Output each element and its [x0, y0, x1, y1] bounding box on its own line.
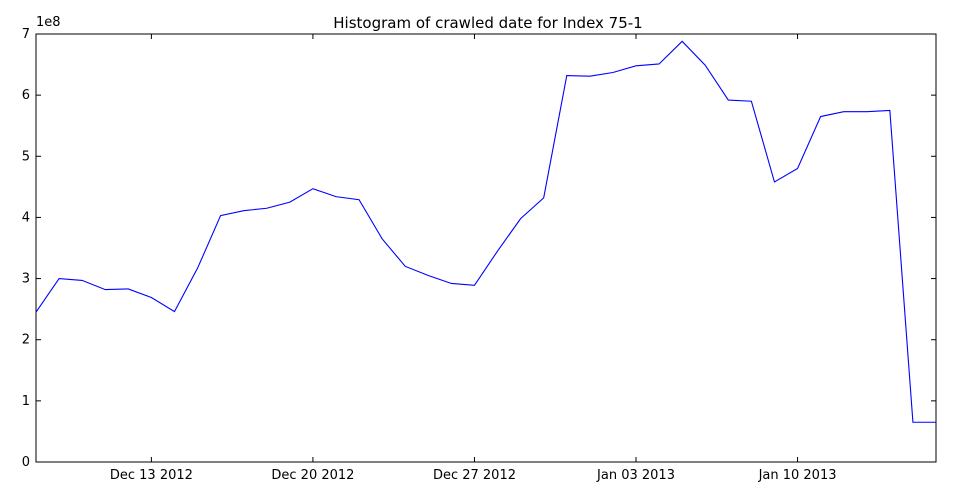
y-tick-label: 0 [22, 455, 30, 470]
x-tick-label: Jan 10 2013 [758, 468, 837, 483]
y-axis: 0 1 2 3 4 5 6 7 [22, 27, 936, 470]
y-tick-label: 3 [22, 272, 30, 287]
y-tick-label: 4 [22, 210, 30, 225]
x-tick-label: Dec 20 2012 [271, 468, 354, 483]
y-tick-label: 7 [22, 27, 30, 42]
series-layer [35, 40, 936, 423]
series-line [35, 40, 936, 423]
y-axis-multiplier: 1e8 [36, 15, 61, 30]
x-tick-label: Dec 27 2012 [433, 468, 516, 483]
x-tick-label: Dec 13 2012 [110, 468, 193, 483]
chart-title: Histogram of crawled date for Index 75-1 [333, 14, 642, 32]
y-tick-label: 5 [22, 149, 30, 164]
plot-frame [35, 33, 937, 463]
x-axis: Dec 13 2012 Dec 20 2012 Dec 27 2012 Jan 03 … [110, 34, 837, 483]
y-tick-label: 2 [22, 333, 30, 348]
y-tick-label: 1 [22, 394, 30, 409]
x-tick-label: Jan 03 2013 [596, 468, 675, 483]
y-tick-label: 6 [22, 88, 30, 103]
